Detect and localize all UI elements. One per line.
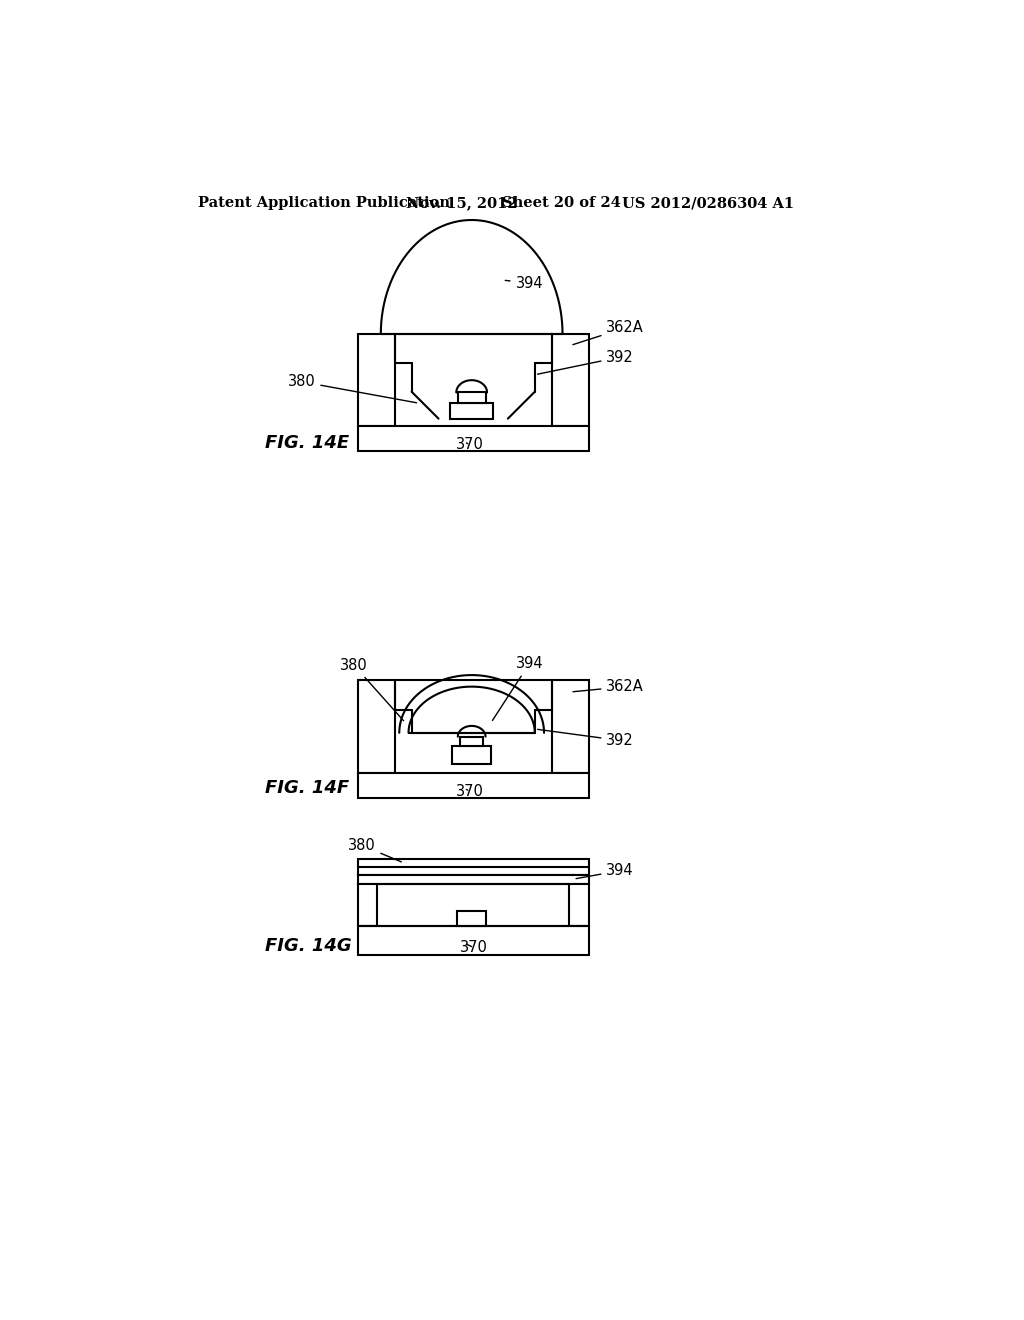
Bar [569, 884, 589, 927]
Text: 362A: 362A [572, 321, 644, 345]
Text: Sheet 20 of 24: Sheet 20 of 24 [502, 197, 621, 210]
Text: US 2012/0286304 A1: US 2012/0286304 A1 [622, 197, 794, 210]
Text: 370: 370 [460, 940, 488, 956]
Bar [357, 875, 589, 884]
Text: Nov. 15, 2012: Nov. 15, 2012 [407, 197, 518, 210]
Text: FIG. 14E: FIG. 14E [265, 434, 349, 453]
Bar [451, 404, 494, 418]
Text: 392: 392 [538, 350, 634, 374]
Bar [357, 334, 394, 426]
Bar [357, 884, 377, 927]
Bar [357, 927, 589, 956]
Text: 394: 394 [505, 276, 543, 290]
Text: 380: 380 [340, 657, 403, 721]
Text: FIG. 14F: FIG. 14F [265, 779, 349, 797]
Text: 362A: 362A [573, 678, 644, 694]
Text: FIG. 14G: FIG. 14G [265, 937, 352, 956]
Bar [552, 334, 589, 426]
Text: Patent Application Publication: Patent Application Publication [199, 197, 451, 210]
Bar [357, 426, 589, 451]
Bar [458, 392, 485, 404]
Bar [357, 681, 394, 774]
Text: 394: 394 [577, 863, 634, 879]
Text: 370: 370 [457, 437, 484, 453]
Text: 392: 392 [538, 730, 634, 748]
Bar [357, 859, 589, 875]
Text: 370: 370 [457, 784, 484, 799]
Text: 380: 380 [348, 838, 401, 862]
Bar [457, 911, 486, 927]
Text: 380: 380 [288, 374, 417, 403]
Bar [460, 737, 483, 746]
Bar [453, 746, 490, 763]
Bar [357, 774, 589, 797]
Bar [552, 681, 589, 774]
Text: 394: 394 [493, 656, 543, 721]
